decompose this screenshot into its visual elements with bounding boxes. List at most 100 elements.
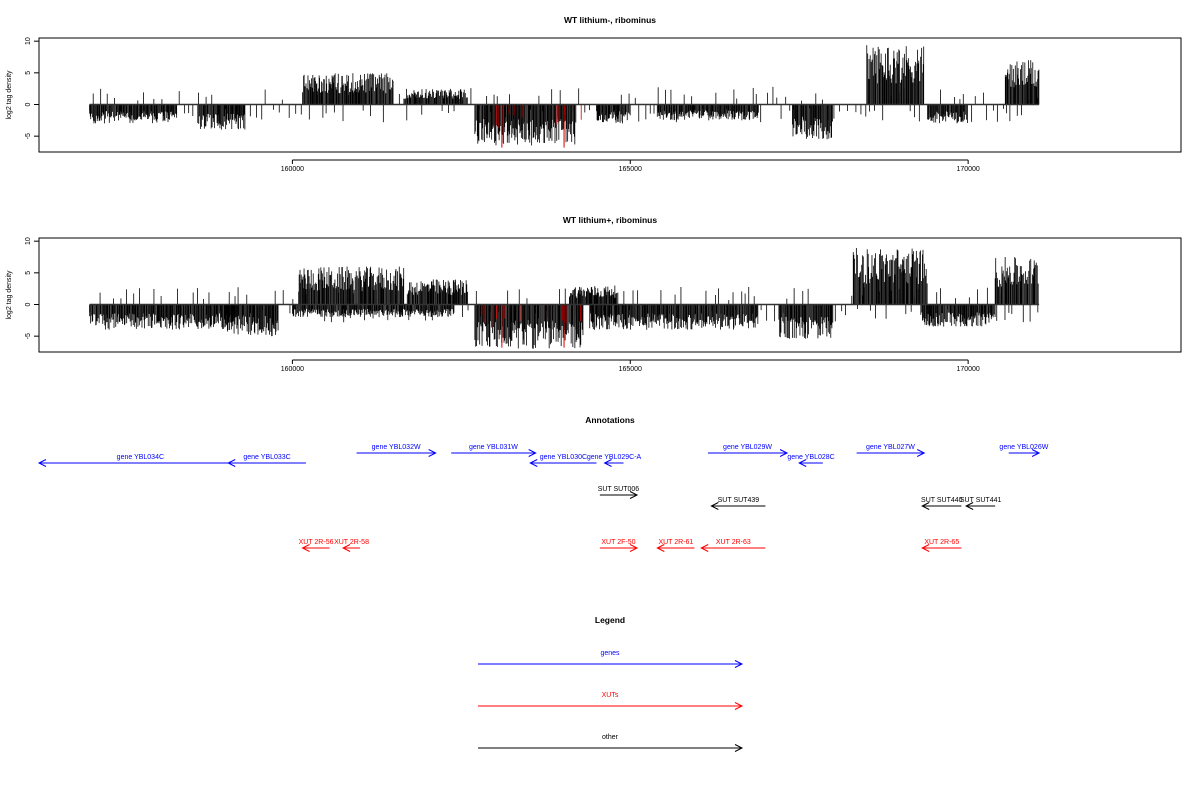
feature-label: gene YBL031W (469, 444, 518, 451)
arrow-head (710, 502, 719, 510)
arrow-head (341, 544, 351, 552)
y-tick-label: 10 (25, 237, 32, 245)
feature-label: XUT 2F-50 (601, 539, 635, 546)
arrow-head (734, 660, 744, 668)
y-tick-label: -5 (25, 333, 32, 339)
feature-sut-sut439: SUT SUT439 (710, 497, 766, 510)
legend-entries: genes XUTs other (478, 650, 744, 752)
arrow-head (227, 459, 236, 467)
arrow-head (528, 449, 537, 457)
feature-label: gene YBL032W (372, 444, 421, 451)
bar-series (89, 45, 1040, 148)
legend-entry-xuts: XUTs (478, 692, 744, 710)
legend-label: other (602, 734, 619, 741)
feature-label: gene YBL027W (866, 444, 915, 451)
bar-series (89, 247, 1040, 349)
y-tick-label: 5 (25, 271, 32, 275)
feature-label: gene YBL026W (999, 444, 1048, 451)
feature-label: gene YBL029W (723, 444, 772, 451)
tag-density-panel-lithium-minus: WT lithium-, ribominus log2 tag density … (6, 15, 1182, 173)
y-tick-label: -5 (25, 133, 32, 139)
axes: -5 0 5 10 160000 165000 170000 (25, 237, 980, 373)
feature-label: gene YBL029C-A (587, 454, 642, 461)
y-tick-label: 0 (25, 102, 32, 106)
arrow-head (798, 459, 807, 467)
feature-xut-2r-63: XUT 2R-63 (700, 539, 766, 552)
feature-gene-ybl027w: gene YBL027W (856, 444, 926, 457)
arrow-head (603, 459, 612, 467)
arrow-head (921, 502, 930, 510)
arrow-head (629, 544, 639, 552)
feature-sut-sut441: SUT SUT441 (960, 497, 1002, 510)
legend-entry-genes: genes (478, 650, 744, 668)
feature-gene-ybl029w: gene YBL029W (707, 444, 789, 457)
feature-label: XUT 2R-65 (924, 539, 959, 546)
feature-sut-sut006: SUT SUT006 (598, 486, 640, 499)
arrow-head (779, 449, 789, 457)
feature-label: gene YBL028C (787, 454, 834, 461)
feature-label: gene YBL033C (243, 454, 290, 461)
arrow-head (734, 744, 744, 752)
arrow-head (301, 544, 310, 552)
feature-label: SUT SUT441 (960, 497, 1002, 504)
feature-xut-2r-56: XUT 2R-56 (299, 539, 334, 552)
feature-xut-2r-61: XUT 2R-61 (656, 539, 695, 552)
arrow-head (734, 702, 744, 710)
feature-arrows: gene YBL034C gene YBL033C gene YBL032W gene… (37, 444, 1049, 552)
legend: Legend genes XUTs other (478, 615, 744, 752)
arrow-head (656, 544, 665, 552)
x-tick-label: 170000 (956, 366, 979, 373)
feature-label: SUT SUT006 (598, 486, 640, 493)
plot-frame (38, 37, 1182, 153)
feature-label: SUT SUT439 (718, 497, 760, 504)
feature-xut-2f-50: XUT 2F-50 (599, 539, 639, 552)
feature-label: XUT 2R-58 (334, 539, 369, 546)
arrow-head (1031, 449, 1041, 457)
annotations-title: Annotations (585, 415, 635, 425)
arrow-head (700, 544, 709, 552)
annotations-track: Annotations gene YBL034C gene YBL033Cgene… (37, 415, 1049, 552)
feature-label: SUT SUT440 (921, 497, 963, 504)
arrow-head (916, 449, 926, 457)
arrow-head (529, 459, 538, 467)
x-tick-label: 170000 (956, 166, 979, 173)
feature-sut-sut440: SUT SUT440 (921, 497, 963, 510)
legend-label: genes (600, 650, 620, 657)
feature-label: XUT 2R-61 (658, 539, 693, 546)
feature-gene-ybl031w: gene YBL031W (451, 444, 537, 457)
feature-label: gene YBL034C (117, 454, 164, 461)
x-tick-label: 165000 (619, 166, 642, 173)
feature-xut-2r-58: XUT 2R-58 (334, 539, 369, 552)
feature-xut-2r-65: XUT 2R-65 (921, 539, 962, 552)
arrow-head (428, 449, 437, 457)
legend-label: XUTs (602, 692, 619, 699)
y-tick-label: 0 (25, 302, 32, 306)
feature-gene-ybl030c: gene YBL030C (529, 454, 597, 467)
arrow-head (964, 502, 974, 510)
arrow-head (37, 459, 47, 467)
feature-label: XUT 2R-56 (299, 539, 334, 546)
chart-title: WT lithium-, ribominus (564, 15, 656, 25)
y-axis-label: log2 tag density (6, 270, 13, 320)
x-tick-label: 160000 (281, 366, 304, 373)
arrow-head (629, 491, 639, 499)
plot-frame (38, 237, 1182, 353)
tag-density-panel-lithium-plus: WT lithium+, ribominus log2 tag density … (6, 215, 1182, 373)
axes: -5 0 5 10 160000 165000 170000 (25, 37, 980, 173)
feature-gene-ybl026w: gene YBL026W (999, 444, 1049, 457)
feature-gene-ybl029c-a: gene YBL029C-A (587, 454, 642, 467)
chart-title: WT lithium+, ribominus (563, 215, 657, 225)
arrow-head (921, 544, 930, 552)
feature-gene-ybl034c: gene YBL034C (37, 454, 242, 467)
legend-entry-other: other (478, 734, 744, 752)
x-tick-label: 160000 (281, 166, 304, 173)
y-tick-label: 10 (25, 37, 32, 45)
y-tick-label: 5 (25, 71, 32, 75)
feature-label: XUT 2R-63 (716, 539, 751, 546)
feature-label: gene YBL030C (540, 454, 587, 461)
feature-gene-ybl032w: gene YBL032W (356, 444, 437, 457)
x-tick-label: 165000 (619, 366, 642, 373)
y-axis-label: log2 tag density (6, 70, 13, 120)
feature-gene-ybl028c: gene YBL028C (787, 454, 835, 467)
